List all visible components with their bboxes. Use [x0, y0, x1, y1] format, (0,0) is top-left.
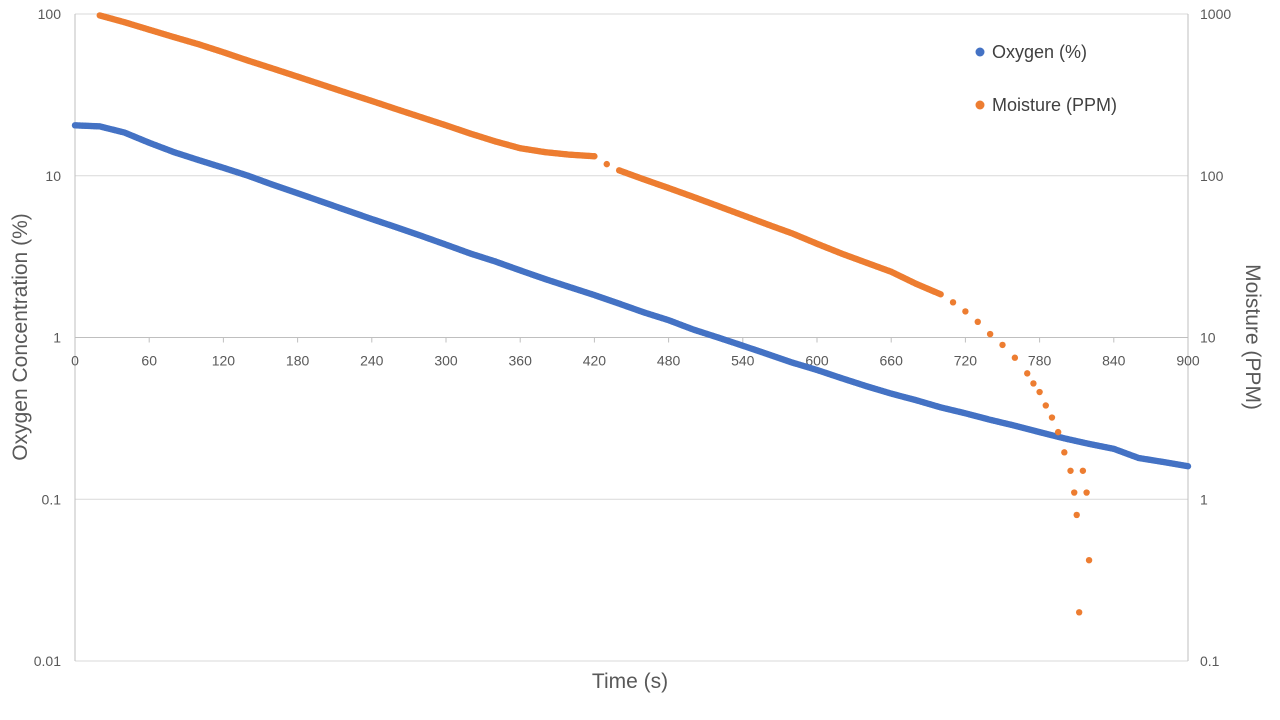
legend-marker-moisture	[975, 100, 985, 110]
data-point	[1048, 414, 1056, 421]
right-y-tick-label: 0.1	[1200, 653, 1220, 669]
x-tick-label: 900	[1176, 353, 1200, 369]
x-tick-label: 780	[1028, 353, 1052, 369]
data-series	[71, 12, 1192, 616]
left-y-tick-label: 10	[45, 168, 61, 184]
data-point	[1079, 467, 1087, 474]
left-y-tick-label: 0.1	[42, 491, 62, 507]
left-y-tick-label: 1	[53, 330, 61, 346]
data-point	[962, 308, 969, 315]
data-point	[1183, 462, 1190, 470]
axes: 0.01 0.1 1 10 100 0.1 1 10 100 1000 0 60 120 180 240 30…	[34, 6, 1232, 669]
data-point	[1036, 388, 1043, 396]
x-tick-label: 0	[71, 353, 79, 369]
data-point	[589, 152, 597, 160]
legend-label-oxygen: Oxygen (%)	[992, 42, 1087, 62]
data-point	[1011, 354, 1019, 361]
right-y-tick-label: 100	[1200, 168, 1224, 184]
data-point	[1083, 489, 1090, 496]
x-tick-label: 180	[286, 353, 310, 369]
data-point	[974, 318, 981, 326]
x-tick-label: 300	[434, 353, 458, 369]
x-tick-label: 840	[1102, 353, 1126, 369]
x-tick-label: 600	[805, 353, 829, 369]
x-tick-label: 720	[954, 353, 978, 369]
data-point	[1061, 449, 1068, 456]
x-tick-label: 240	[360, 353, 384, 369]
data-point	[1073, 511, 1080, 519]
legend-marker-oxygen	[975, 47, 985, 57]
x-tick-label: 360	[509, 353, 533, 369]
x-tick-label: 420	[583, 353, 607, 369]
data-point	[1030, 380, 1037, 387]
data-point	[1042, 402, 1049, 409]
data-point	[1054, 428, 1062, 436]
data-point	[1067, 467, 1074, 474]
data-point	[1024, 370, 1031, 377]
right-y-tick-label: 10	[1200, 330, 1216, 346]
legend-label-moisture: Moisture (PPM)	[992, 95, 1117, 115]
right-y-tick-label: 1	[1200, 491, 1208, 507]
legend: Oxygen (%) Moisture (PPM)	[975, 42, 1117, 115]
data-point	[1075, 609, 1083, 616]
data-point	[936, 290, 943, 297]
data-point	[603, 160, 610, 168]
data-point	[999, 341, 1006, 349]
right-y-tick-label: 1000	[1200, 6, 1231, 22]
left-y-axis-title: Oxygen Concentration (%)	[9, 213, 32, 460]
series-moisture	[96, 12, 1093, 616]
data-point	[1071, 489, 1078, 496]
series-oxygen	[71, 122, 1192, 470]
data-point	[949, 299, 957, 306]
x-tick-label: 60	[141, 353, 157, 369]
x-tick-label: 480	[657, 353, 681, 369]
left-y-tick-label: 100	[38, 6, 62, 22]
data-point	[986, 330, 994, 338]
x-axis-title: Time (s)	[592, 670, 668, 693]
x-tick-label: 660	[880, 353, 904, 369]
x-tick-label: 120	[212, 353, 236, 369]
right-y-axis-title: Moisture (PPM)	[1241, 264, 1264, 410]
left-y-tick-label: 0.01	[34, 653, 61, 669]
data-point	[1085, 556, 1093, 564]
x-tick-label: 540	[731, 353, 755, 369]
